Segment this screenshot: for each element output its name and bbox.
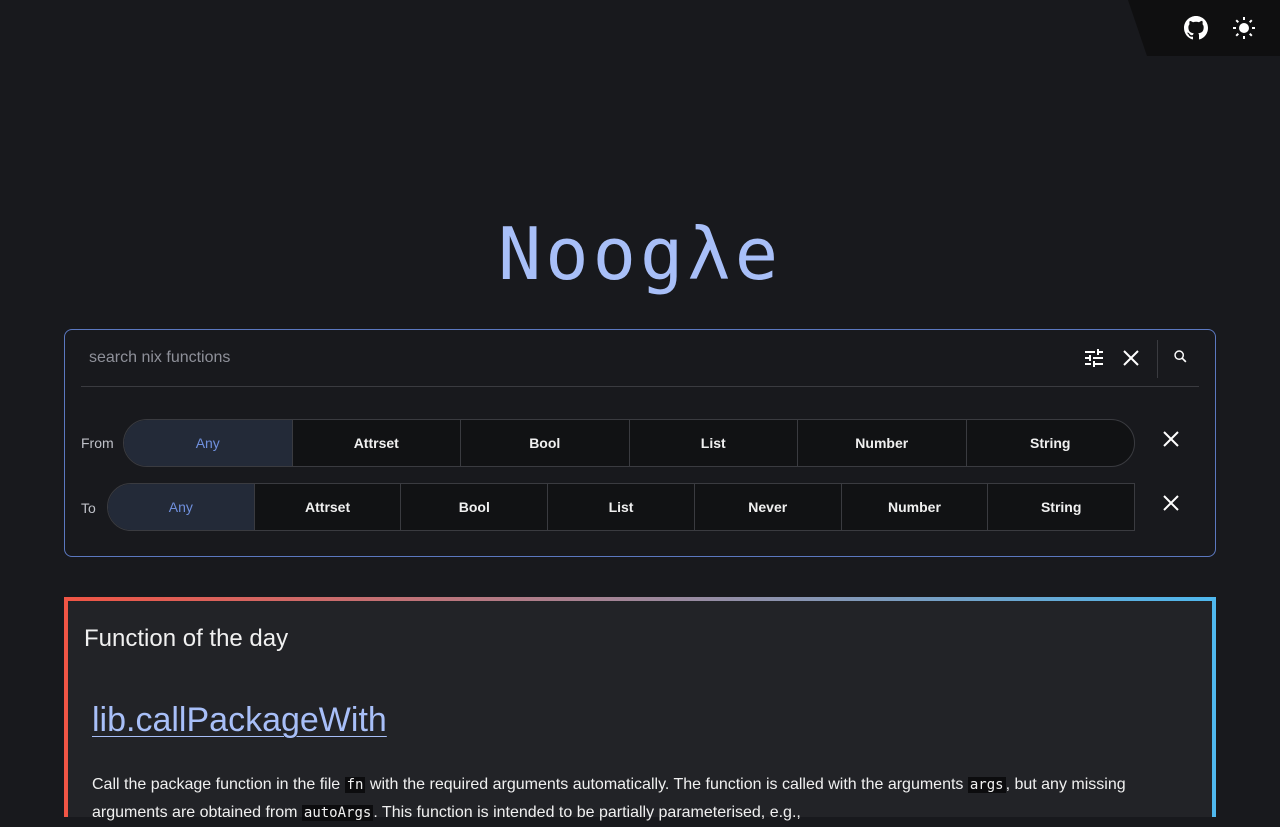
to-option-bool[interactable]: Bool — [400, 484, 547, 530]
search-icon[interactable] — [1170, 346, 1192, 368]
to-label: To — [81, 500, 96, 516]
to-option-string[interactable]: String — [987, 484, 1134, 530]
close-icon[interactable] — [1119, 346, 1143, 370]
to-option-number[interactable]: Number — [840, 484, 988, 530]
clear-to-icon[interactable] — [1159, 491, 1183, 515]
card-title: Function of the day — [84, 625, 289, 652]
search-panel: From Any Attrset Bool List Number String… — [64, 329, 1216, 557]
from-label: From — [81, 435, 114, 451]
to-type-selector: Any Attrset Bool List Never Number Strin… — [107, 483, 1135, 531]
from-option-list[interactable]: List — [628, 420, 798, 466]
from-option-attrset[interactable]: Attrset — [291, 420, 461, 466]
tune-icon[interactable] — [1082, 346, 1106, 370]
to-option-any[interactable]: Any — [108, 484, 254, 530]
sun-icon[interactable] — [1232, 16, 1256, 40]
function-description: Call the package function in the file fn… — [92, 776, 1126, 821]
to-option-attrset[interactable]: Attrset — [253, 484, 401, 530]
from-option-number[interactable]: Number — [797, 420, 966, 466]
logo: Noogλe — [497, 212, 783, 296]
to-option-never[interactable]: Never — [693, 484, 841, 530]
clear-from-icon[interactable] — [1159, 427, 1183, 451]
from-option-bool[interactable]: Bool — [460, 420, 629, 466]
divider — [81, 386, 1199, 387]
from-option-any[interactable]: Any — [124, 420, 292, 466]
to-option-list[interactable]: List — [547, 484, 694, 530]
github-icon[interactable] — [1184, 16, 1208, 40]
function-link[interactable]: lib.callPackageWith — [92, 701, 387, 739]
search-input[interactable] — [89, 344, 1049, 372]
from-type-selector: Any Attrset Bool List Number String — [123, 419, 1135, 467]
top-bar — [1128, 0, 1280, 56]
divider — [1157, 340, 1158, 378]
function-of-the-day-card: Function of the day lib.callPackageWith … — [64, 597, 1216, 821]
from-option-string[interactable]: String — [965, 420, 1135, 466]
